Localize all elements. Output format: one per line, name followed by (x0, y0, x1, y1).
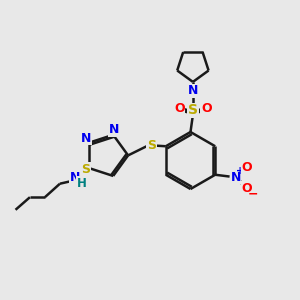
Text: N: N (81, 132, 91, 145)
Text: N: N (70, 171, 80, 184)
Text: S: S (188, 103, 198, 117)
Text: O: O (174, 102, 185, 116)
Text: N: N (188, 84, 198, 98)
Text: O: O (201, 102, 212, 116)
Text: +: + (236, 166, 244, 176)
Text: N: N (109, 123, 119, 136)
Text: S: S (147, 139, 156, 152)
Text: N: N (230, 171, 241, 184)
Text: O: O (242, 182, 252, 195)
Text: H: H (77, 177, 87, 190)
Text: O: O (242, 161, 252, 174)
Text: S: S (81, 163, 90, 176)
Text: −: − (248, 188, 258, 200)
